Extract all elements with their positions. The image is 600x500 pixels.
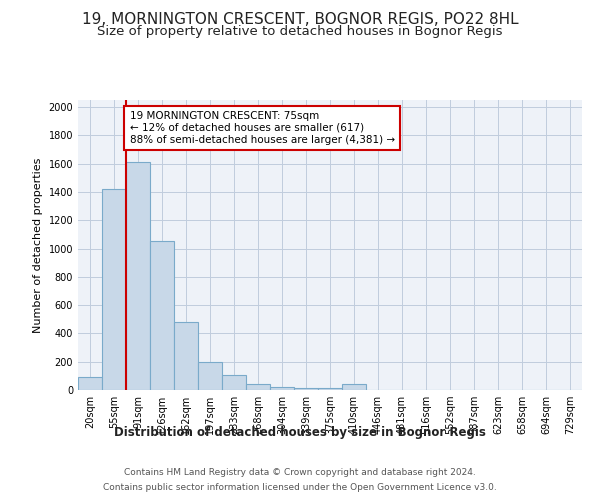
Bar <box>318 388 342 390</box>
Bar <box>222 375 246 390</box>
Bar <box>78 378 102 390</box>
Bar <box>246 384 270 390</box>
Bar <box>342 384 366 390</box>
Bar <box>270 387 294 390</box>
Bar <box>198 362 222 390</box>
Text: Contains public sector information licensed under the Open Government Licence v3: Contains public sector information licen… <box>103 483 497 492</box>
Text: Size of property relative to detached houses in Bognor Regis: Size of property relative to detached ho… <box>97 25 503 38</box>
Text: Distribution of detached houses by size in Bognor Regis: Distribution of detached houses by size … <box>114 426 486 439</box>
Bar <box>102 189 126 390</box>
Text: 19, MORNINGTON CRESCENT, BOGNOR REGIS, PO22 8HL: 19, MORNINGTON CRESCENT, BOGNOR REGIS, P… <box>82 12 518 28</box>
Bar <box>126 162 150 390</box>
Bar <box>294 388 318 390</box>
Bar <box>150 242 174 390</box>
Bar <box>174 322 198 390</box>
Y-axis label: Number of detached properties: Number of detached properties <box>33 158 43 332</box>
Text: 19 MORNINGTON CRESCENT: 75sqm
← 12% of detached houses are smaller (617)
88% of : 19 MORNINGTON CRESCENT: 75sqm ← 12% of d… <box>130 112 395 144</box>
Text: Contains HM Land Registry data © Crown copyright and database right 2024.: Contains HM Land Registry data © Crown c… <box>124 468 476 477</box>
